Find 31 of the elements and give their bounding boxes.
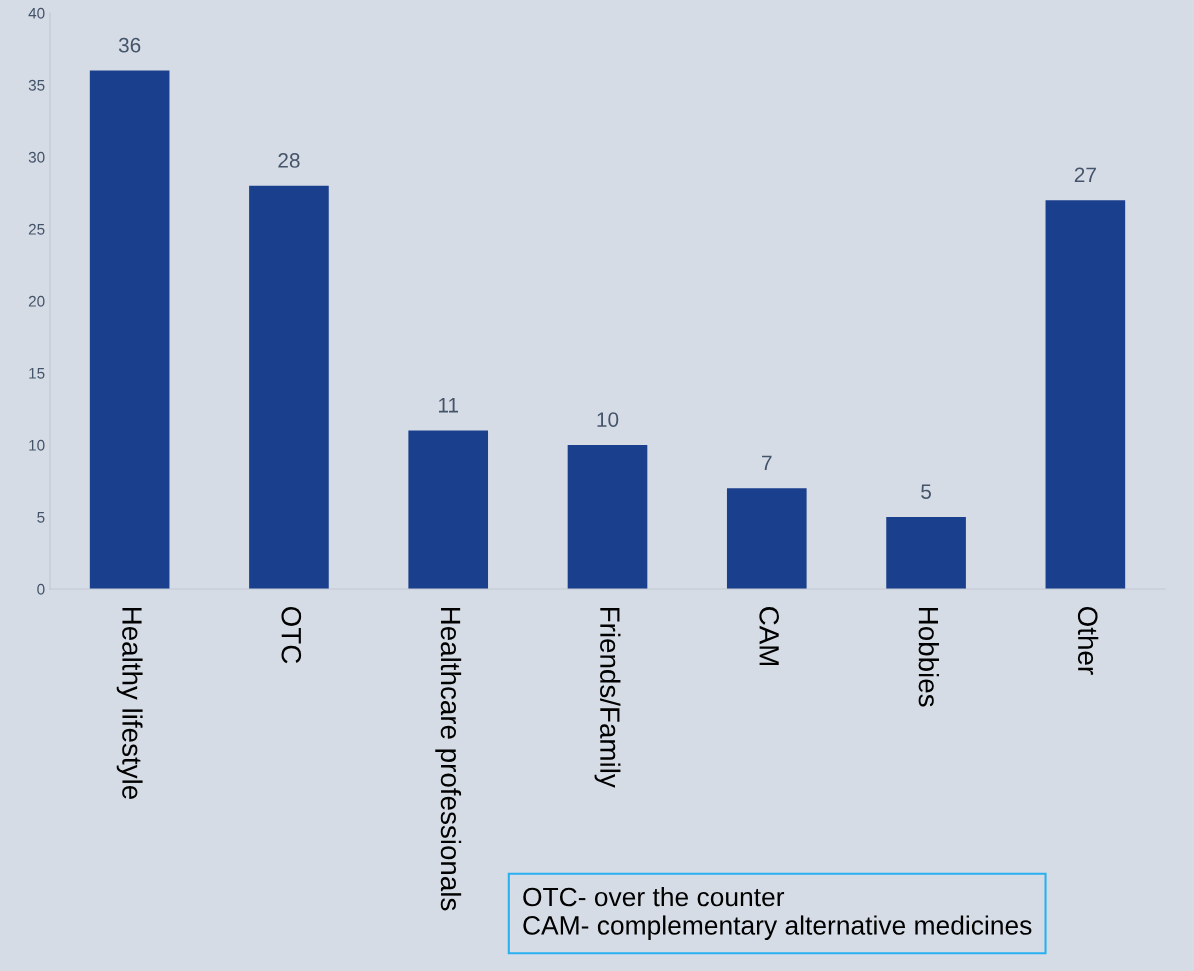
x-tick-label: Healthcare professionals (435, 607, 462, 911)
y-tick-label: 25 (28, 223, 45, 235)
x-tick-label: OTC (281, 606, 302, 664)
data-label: 7 (762, 455, 772, 470)
x-tick-label: Friends/Family (594, 607, 621, 788)
bar (89, 70, 170, 589)
y-tick-label: 40 (28, 7, 45, 19)
data-label: 10 (597, 412, 619, 427)
y-tick-label: 30 (28, 151, 45, 163)
data-label: 27 (1074, 167, 1096, 182)
x-tick-label: CAM (759, 607, 779, 666)
data-label: 36 (118, 37, 141, 53)
y-tick-label: 0 (37, 583, 45, 595)
x-tick-label: Hobbies (918, 607, 940, 707)
y-tick-label: 20 (28, 295, 45, 307)
bar (249, 185, 329, 589)
y-tick-label: 5 (37, 512, 45, 523)
text: OTC- over the counter CAM- complementary alternative medicines (523, 886, 1032, 940)
bar (886, 517, 966, 589)
x-tick-label: Healthy lifestyle (116, 607, 143, 799)
data-label: 11 (438, 398, 459, 413)
data-label: 5 (921, 484, 931, 499)
x-tick-label: Other (1077, 606, 1099, 675)
bar (567, 445, 648, 589)
data-label: 28 (278, 153, 300, 168)
y-tick-label: 15 (29, 368, 45, 379)
bar (1045, 200, 1126, 589)
bar (726, 488, 807, 589)
bar (408, 430, 489, 589)
y-tick-label: 35 (28, 79, 45, 91)
y-tick-label: 10 (29, 439, 45, 451)
